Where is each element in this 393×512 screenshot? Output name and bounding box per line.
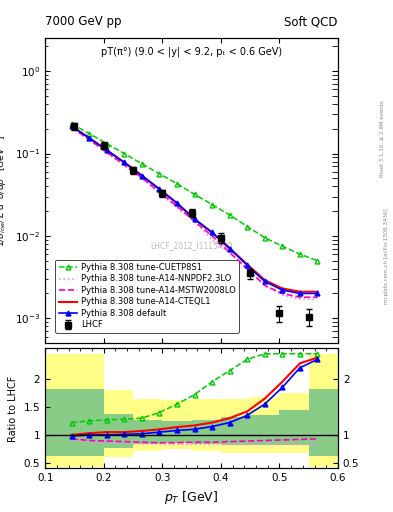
Pythia 8.308 tune-CUETP8S1 <box>298 251 302 257</box>
Pythia 8.308 tune-A14-NNPDF2.3LO <box>315 296 320 303</box>
Pythia 8.308 tune-A14-CTEQL1 <box>69 123 74 129</box>
Pythia 8.308 tune-A14-MSTW2008LO <box>298 294 302 301</box>
Pythia 8.308 tune-A14-CTEQL1 <box>104 147 109 153</box>
Pythia 8.308 tune-A14-MSTW2008LO <box>315 294 320 301</box>
Pythia 8.308 tune-A14-MSTW2008LO <box>87 136 92 142</box>
Pythia 8.308 tune-A14-MSTW2008LO <box>245 266 250 272</box>
Pythia 8.308 tune-CUETP8S1 <box>87 131 92 137</box>
Pythia 8.308 tune-A14-CTEQL1 <box>157 186 162 192</box>
Text: pT(π°) (9.0 < |y| < 9.2, pₜ < 0.6 GeV): pT(π°) (9.0 < |y| < 9.2, pₜ < 0.6 GeV) <box>101 46 282 56</box>
Pythia 8.308 tune-A14-MSTW2008LO <box>210 233 215 239</box>
Text: 7000 GeV pp: 7000 GeV pp <box>45 15 122 28</box>
Pythia 8.308 default <box>227 246 232 252</box>
Line: Pythia 8.308 tune-CUETP8S1: Pythia 8.308 tune-CUETP8S1 <box>69 121 320 263</box>
X-axis label: $p_T\ [\mathrm{GeV}]$: $p_T\ [\mathrm{GeV}]$ <box>164 489 219 506</box>
Pythia 8.308 tune-CUETP8S1 <box>157 170 162 177</box>
Pythia 8.308 tune-A14-CTEQL1 <box>192 216 197 222</box>
Pythia 8.308 tune-CUETP8S1 <box>140 161 144 167</box>
Pythia 8.308 tune-A14-MSTW2008LO <box>140 175 144 181</box>
Pythia 8.308 tune-A14-NNPDF2.3LO <box>280 292 285 298</box>
Pythia 8.308 tune-A14-CTEQL1 <box>87 135 92 141</box>
Legend: Pythia 8.308 tune-CUETP8S1, Pythia 8.308 tune-A14-NNPDF2.3LO, Pythia 8.308 tune-: Pythia 8.308 tune-CUETP8S1, Pythia 8.308… <box>55 260 239 333</box>
Pythia 8.308 tune-A14-NNPDF2.3LO <box>227 250 232 256</box>
Pythia 8.308 tune-A14-CTEQL1 <box>227 245 232 251</box>
Y-axis label: $1/\sigma_{inel}\ E\ d^3\sigma/dp^3\ [\mathrm{GeV}^{-2}]$: $1/\sigma_{inel}\ E\ d^3\sigma/dp^3\ [\m… <box>0 135 9 247</box>
Y-axis label: Ratio to LHCF: Ratio to LHCF <box>8 375 18 441</box>
Pythia 8.308 tune-CUETP8S1 <box>263 234 267 241</box>
Pythia 8.308 tune-CUETP8S1 <box>245 223 250 229</box>
Pythia 8.308 tune-CUETP8S1 <box>315 258 320 264</box>
Pythia 8.308 tune-A14-NNPDF2.3LO <box>298 296 302 303</box>
Line: Pythia 8.308 tune-A14-CTEQL1: Pythia 8.308 tune-A14-CTEQL1 <box>72 126 318 292</box>
Pythia 8.308 default <box>69 123 74 129</box>
Pythia 8.308 default <box>104 147 109 153</box>
Text: Rivet 3.1.10, ≥ 2.9M events: Rivet 3.1.10, ≥ 2.9M events <box>380 100 384 177</box>
Pythia 8.308 tune-A14-CTEQL1 <box>122 159 127 165</box>
Pythia 8.308 default <box>174 200 179 206</box>
Pythia 8.308 tune-A14-NNPDF2.3LO <box>174 205 179 211</box>
Pythia 8.308 tune-A14-CTEQL1 <box>298 289 302 295</box>
Pythia 8.308 tune-A14-MSTW2008LO <box>69 124 74 131</box>
Pythia 8.308 default <box>280 287 285 293</box>
Pythia 8.308 tune-A14-MSTW2008LO <box>280 290 285 296</box>
Pythia 8.308 tune-CUETP8S1 <box>227 212 232 218</box>
Pythia 8.308 default <box>157 186 162 192</box>
Pythia 8.308 tune-CUETP8S1 <box>174 181 179 187</box>
Pythia 8.308 tune-CUETP8S1 <box>192 191 197 197</box>
Text: mcplots.cern.ch [arXiv:1306.3436]: mcplots.cern.ch [arXiv:1306.3436] <box>384 208 389 304</box>
Text: Soft QCD: Soft QCD <box>285 15 338 28</box>
Line: Pythia 8.308 tune-A14-MSTW2008LO: Pythia 8.308 tune-A14-MSTW2008LO <box>72 127 318 297</box>
Pythia 8.308 default <box>122 159 127 165</box>
Pythia 8.308 default <box>315 290 320 296</box>
Pythia 8.308 tune-CUETP8S1 <box>210 202 215 208</box>
Pythia 8.308 tune-A14-NNPDF2.3LO <box>122 162 127 168</box>
Pythia 8.308 default <box>210 229 215 236</box>
Line: Pythia 8.308 tune-A14-NNPDF2.3LO: Pythia 8.308 tune-A14-NNPDF2.3LO <box>72 128 318 300</box>
Pythia 8.308 tune-A14-NNPDF2.3LO <box>87 137 92 143</box>
Pythia 8.308 tune-A14-CTEQL1 <box>315 289 320 295</box>
Pythia 8.308 tune-A14-NNPDF2.3LO <box>140 175 144 181</box>
Pythia 8.308 tune-A14-MSTW2008LO <box>263 283 267 289</box>
Pythia 8.308 default <box>192 216 197 222</box>
Pythia 8.308 default <box>263 279 267 285</box>
Pythia 8.308 tune-A14-CTEQL1 <box>245 262 250 268</box>
Line: Pythia 8.308 default: Pythia 8.308 default <box>69 124 320 296</box>
Pythia 8.308 tune-A14-MSTW2008LO <box>104 149 109 155</box>
Pythia 8.308 tune-CUETP8S1 <box>69 121 74 127</box>
Pythia 8.308 tune-A14-NNPDF2.3LO <box>263 283 267 289</box>
Pythia 8.308 tune-A14-NNPDF2.3LO <box>210 237 215 243</box>
Pythia 8.308 default <box>140 173 144 179</box>
Pythia 8.308 tune-A14-NNPDF2.3LO <box>69 125 74 131</box>
Pythia 8.308 tune-A14-CTEQL1 <box>140 173 144 179</box>
Pythia 8.308 tune-A14-MSTW2008LO <box>157 189 162 195</box>
Pythia 8.308 tune-A14-NNPDF2.3LO <box>192 218 197 224</box>
Pythia 8.308 tune-A14-CTEQL1 <box>174 200 179 206</box>
Pythia 8.308 default <box>245 262 250 268</box>
Pythia 8.308 default <box>298 290 302 296</box>
Pythia 8.308 tune-A14-CTEQL1 <box>210 229 215 236</box>
Pythia 8.308 tune-A14-CTEQL1 <box>280 285 285 291</box>
Pythia 8.308 tune-A14-MSTW2008LO <box>227 249 232 255</box>
Pythia 8.308 tune-A14-MSTW2008LO <box>122 162 127 168</box>
Pythia 8.308 tune-CUETP8S1 <box>280 243 285 249</box>
Pythia 8.308 tune-CUETP8S1 <box>122 151 127 157</box>
Text: LHCF_2012_I1115479: LHCF_2012_I1115479 <box>151 241 233 250</box>
Pythia 8.308 default <box>87 135 92 141</box>
Pythia 8.308 tune-A14-MSTW2008LO <box>192 218 197 224</box>
Pythia 8.308 tune-A14-NNPDF2.3LO <box>245 267 250 273</box>
Pythia 8.308 tune-A14-MSTW2008LO <box>174 203 179 209</box>
Pythia 8.308 tune-A14-NNPDF2.3LO <box>104 150 109 156</box>
Pythia 8.308 tune-A14-NNPDF2.3LO <box>157 190 162 196</box>
Pythia 8.308 tune-CUETP8S1 <box>104 140 109 146</box>
Pythia 8.308 tune-A14-CTEQL1 <box>263 277 267 283</box>
